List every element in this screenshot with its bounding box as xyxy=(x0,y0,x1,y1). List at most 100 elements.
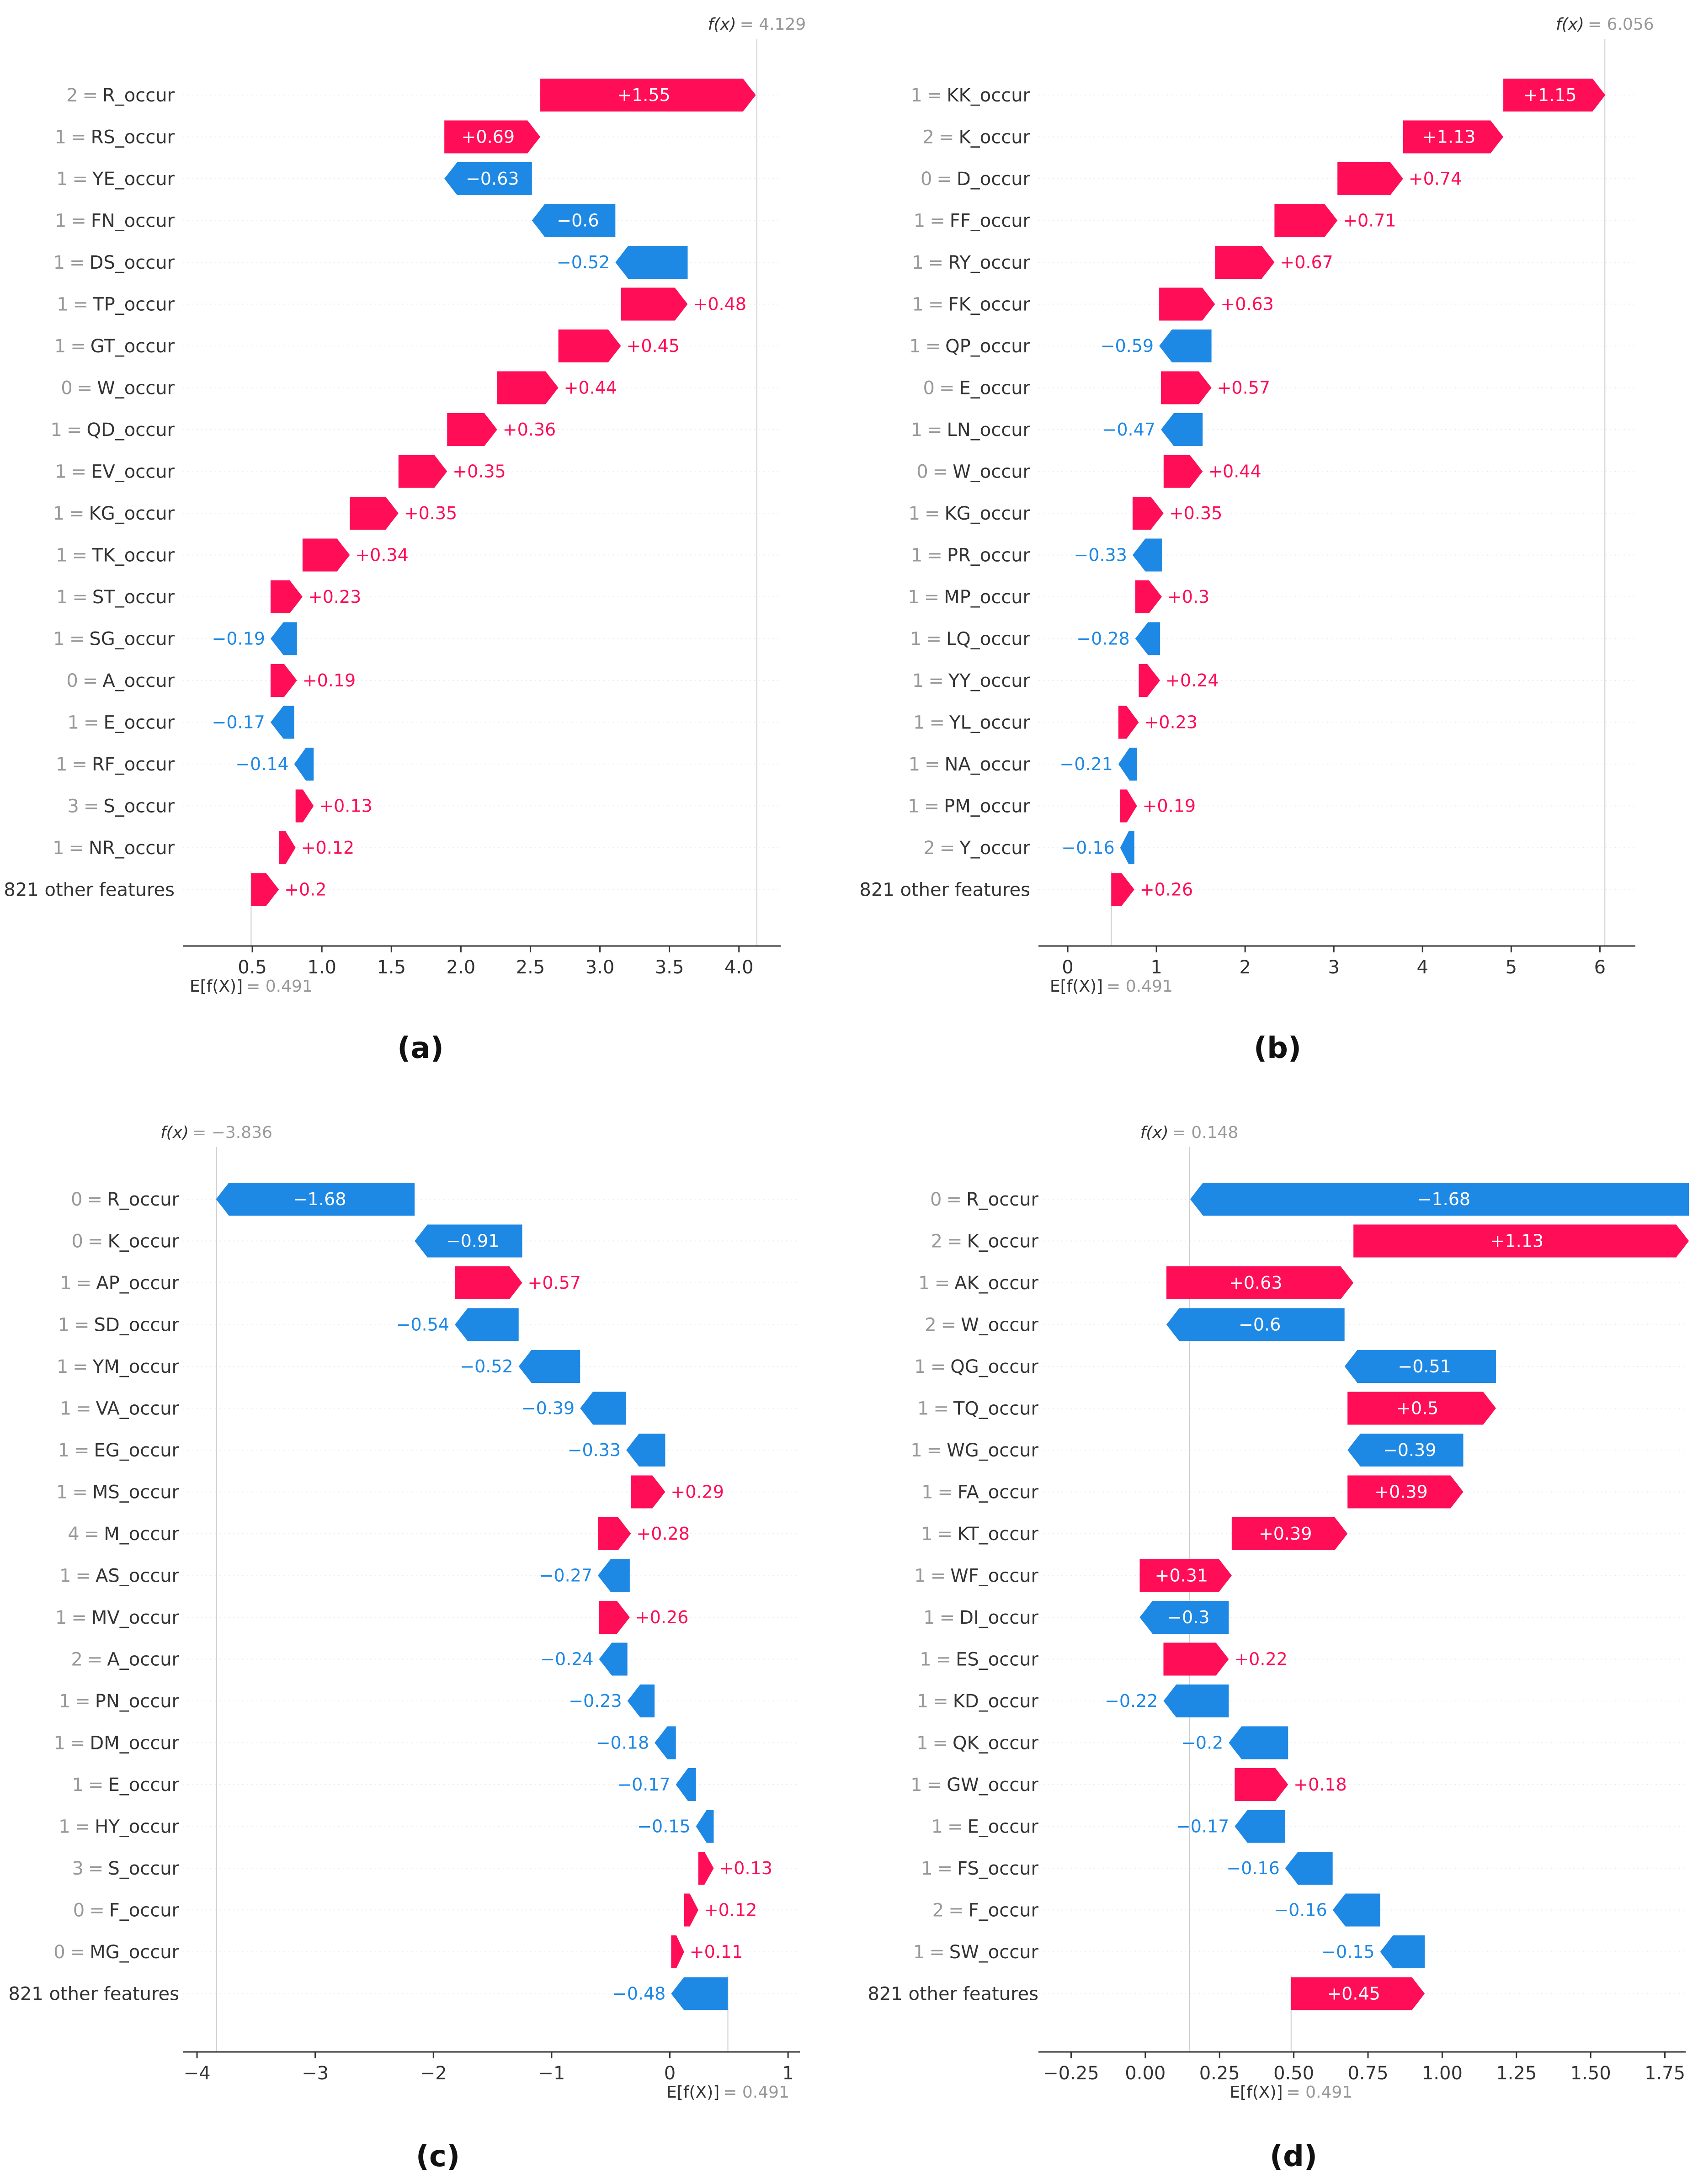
positive-bar-821-other-features xyxy=(1291,1977,1425,2010)
feature-label: 1 = GT_occur xyxy=(54,336,175,357)
feature-equals: = xyxy=(935,1273,950,1294)
feature-label: 1 = E_occur xyxy=(932,1817,1039,1838)
feature-equals: = xyxy=(69,629,85,650)
feature-label: 1 = KT_occur xyxy=(921,1524,1038,1545)
feature-label: 1 = SW_occur xyxy=(913,1942,1039,1963)
feature-equals: = xyxy=(84,796,99,817)
feature-label: 1 = QP_occur xyxy=(909,336,1030,357)
feature-value: 0 xyxy=(73,1900,85,1921)
fx-label-symbol: f(x) xyxy=(160,1123,189,1142)
bar-value-label: −0.33 xyxy=(1074,545,1127,565)
bar-value-label: −0.15 xyxy=(637,1817,690,1837)
feature-equals: = xyxy=(939,127,954,148)
feature-equals: = xyxy=(927,1440,942,1461)
feature-value: 1 xyxy=(53,252,65,273)
positive-bar-mv-occur xyxy=(599,1601,630,1634)
positive-bar-kk-occur xyxy=(1503,79,1606,112)
feature-value: 1 xyxy=(56,169,68,190)
feature-value: 3 xyxy=(67,796,79,817)
positive-bar-st-occur xyxy=(270,580,303,613)
feature-value: 2 xyxy=(932,1900,944,1921)
feature-equals: = xyxy=(69,838,85,859)
feature-value: 1 xyxy=(56,1482,68,1503)
bar-value-label: −0.16 xyxy=(1226,1858,1279,1878)
feature-label: 1 = RS_occur xyxy=(55,127,175,148)
feature-value: 0 xyxy=(916,462,928,483)
feature-name: MG_occur xyxy=(90,1942,179,1963)
feature-name: M_occur xyxy=(104,1524,179,1545)
x-tick-label: 0.00 xyxy=(1125,2063,1166,2084)
feature-equals: = xyxy=(941,1315,957,1336)
feature-name: NR_occur xyxy=(89,838,175,859)
feature-label: 0 = R_occur xyxy=(930,1189,1039,1210)
x-tick-label: 0.5 xyxy=(238,957,267,978)
bar-value-label: −1.68 xyxy=(1417,1189,1470,1209)
feature-equals: = xyxy=(76,1273,92,1294)
feature-equals: = xyxy=(75,1691,90,1712)
bar-value-label: +0.74 xyxy=(1409,169,1462,189)
bar-value-label: +0.13 xyxy=(719,1858,772,1878)
bar-value-label: +0.39 xyxy=(1374,1482,1427,1502)
feature-label: 1 = FA_occur xyxy=(921,1482,1038,1503)
bar-value-label: +0.31 xyxy=(1155,1566,1208,1586)
positive-bar-tk-occur xyxy=(302,538,350,572)
feature-label: 0 = W_occur xyxy=(916,462,1030,483)
positive-bar-s-occur xyxy=(295,789,314,823)
positive-bar-kt-occur xyxy=(1231,1517,1348,1550)
positive-bar-gt-occur xyxy=(558,329,621,362)
feature-value: 1 xyxy=(58,1315,69,1336)
feature-label: 1 = FN_occur xyxy=(55,211,175,232)
feature-name: E_occur xyxy=(108,1775,179,1796)
feature-name: RS_occur xyxy=(91,127,175,148)
positive-bar-fk-occur xyxy=(1159,287,1215,321)
feature-label: 0 = D_occur xyxy=(921,169,1031,190)
feature-name: R_occur xyxy=(966,1189,1039,1210)
feature-label: 1 = MS_occur xyxy=(56,1482,180,1503)
positive-bar-k-occur xyxy=(1353,1224,1689,1258)
x-tick-label: 1.50 xyxy=(1570,2063,1611,2084)
feature-name: 821 other features xyxy=(868,1984,1038,2005)
feature-equals: = xyxy=(930,211,945,232)
positive-bar-w-occur xyxy=(1163,455,1203,488)
feature-name: VA_occur xyxy=(96,1398,180,1419)
feature-value: 3 xyxy=(72,1858,83,1879)
bar-value-label: −0.27 xyxy=(539,1566,592,1586)
feature-equals: = xyxy=(946,1189,962,1210)
feature-equals: = xyxy=(933,1691,948,1712)
feature-label: 1 = QK_occur xyxy=(916,1733,1038,1754)
feature-name: KG_occur xyxy=(945,503,1031,524)
negative-bar-e-occur xyxy=(676,1768,696,1801)
bar-value-label: −0.14 xyxy=(235,754,288,774)
bar-value-label: +0.57 xyxy=(528,1273,581,1293)
feature-name: DI_occur xyxy=(959,1607,1038,1628)
waterfall-panel-4: f(x) = 0.148−1.680 = R_occur+1.132 = K_occur+… xyxy=(868,1123,1689,2173)
feature-value: 1 xyxy=(921,1858,932,1879)
bar-value-label: −0.16 xyxy=(1274,1900,1327,1920)
feature-label: 1 = SD_occur xyxy=(58,1315,180,1336)
feature-name: F_occur xyxy=(109,1900,180,1921)
bar-value-label: +0.5 xyxy=(1396,1398,1438,1419)
feature-label: 0 = MG_occur xyxy=(53,1942,179,1963)
feature-name: KT_occur xyxy=(957,1524,1038,1545)
feature-equals: = xyxy=(938,1482,953,1503)
negative-bar-wg-occur xyxy=(1347,1434,1464,1467)
feature-equals: = xyxy=(72,587,88,608)
positive-bar-yy-occur xyxy=(1139,664,1160,697)
feature-label: 1 = FS_occur xyxy=(921,1858,1038,1879)
feature-equals: = xyxy=(88,1231,103,1252)
feature-name: YL_occur xyxy=(949,712,1031,733)
feature-equals: = xyxy=(937,1858,953,1879)
bar-value-label: −0.19 xyxy=(212,629,265,649)
positive-bar-nr-occur xyxy=(279,831,296,864)
feature-name: W_occur xyxy=(953,462,1030,483)
negative-bar-ye-occur xyxy=(444,162,532,195)
feature-label: 1 = AP_occur xyxy=(60,1273,179,1294)
feature-label: 0 = E_occur xyxy=(923,378,1031,399)
x-tick-label: 2 xyxy=(1239,957,1251,978)
feature-value: 1 xyxy=(921,1482,933,1503)
feature-name: FK_occur xyxy=(948,294,1031,315)
feature-value: 1 xyxy=(908,587,919,608)
feature-name: PR_occur xyxy=(947,545,1031,566)
feature-value: 1 xyxy=(910,85,922,106)
positive-bar-pm-occur xyxy=(1120,789,1137,823)
